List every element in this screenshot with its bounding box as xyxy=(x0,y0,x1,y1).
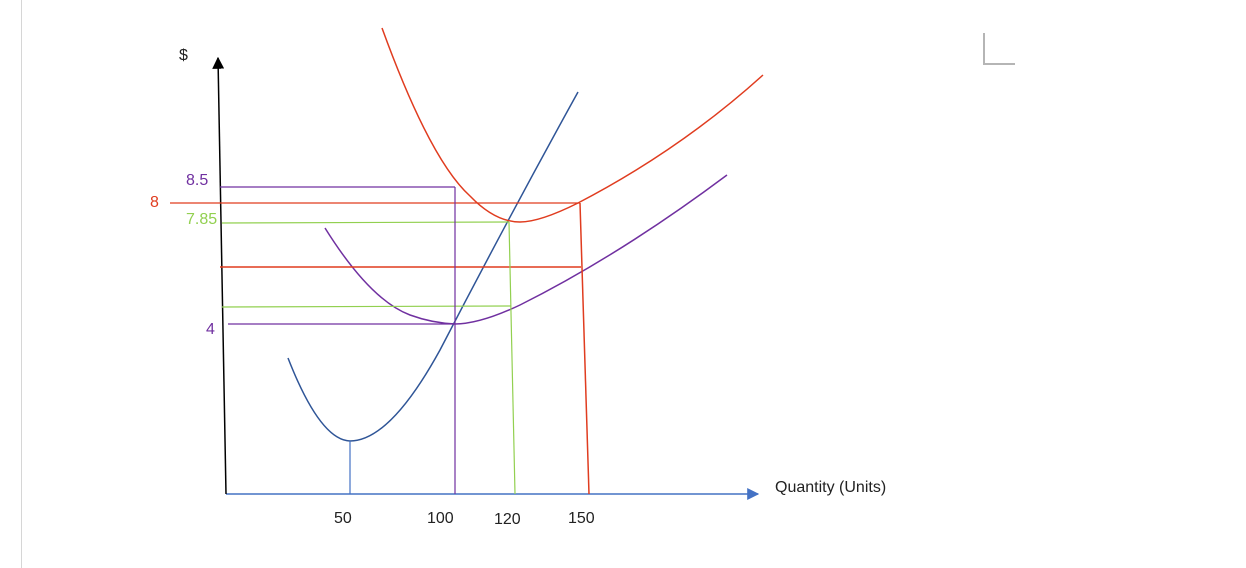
page-edge xyxy=(21,0,22,568)
x-tick-label: 120 xyxy=(494,511,521,528)
y-tick-label: 8.5 xyxy=(186,172,208,189)
corner-mark-icon xyxy=(983,33,1015,65)
y-tick-label: 8 xyxy=(150,194,159,211)
guide-v-120 xyxy=(508,221,516,495)
y-axis xyxy=(212,56,227,495)
guide-h-green-mid xyxy=(221,305,512,308)
x-tick-label: 150 xyxy=(568,510,595,527)
x-axis-title: Quantity (Units) xyxy=(775,479,886,496)
x-tick-label: 50 xyxy=(334,510,352,527)
y-tick-label: 7.85 xyxy=(186,211,217,228)
mc-curve xyxy=(287,91,579,442)
x-tick-label: 100 xyxy=(427,510,454,527)
guide-h-7-85 xyxy=(221,221,510,224)
y-tick-label: 4 xyxy=(206,321,215,338)
y-axis-title: $ xyxy=(179,47,188,64)
avc-curve xyxy=(324,174,728,325)
guide-v-150 xyxy=(579,202,590,495)
atc-curve xyxy=(381,27,764,223)
